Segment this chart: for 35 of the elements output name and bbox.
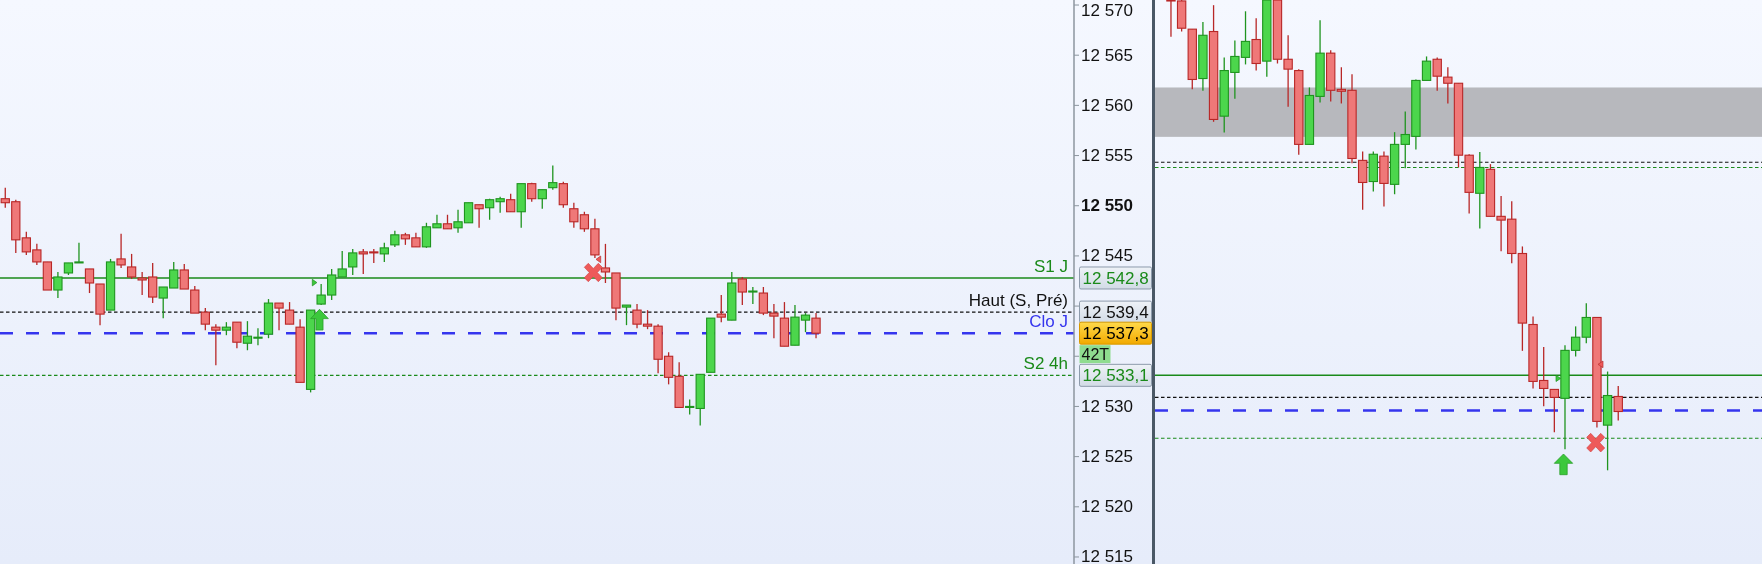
candlestick xyxy=(811,312,821,339)
candlestick xyxy=(1251,17,1261,72)
candlestick xyxy=(716,294,726,323)
candlestick xyxy=(1613,385,1623,422)
candlestick xyxy=(348,248,358,276)
ref-line-label: S1 J xyxy=(1033,256,1068,276)
candlestick xyxy=(1549,388,1560,433)
y-tick-label: 12 545 xyxy=(1081,246,1133,266)
candlestick xyxy=(558,180,568,209)
y-tick-label: 12 525 xyxy=(1081,447,1133,467)
candlestick xyxy=(284,301,295,325)
y-tick-label: 12 555 xyxy=(1081,146,1133,166)
candlestick xyxy=(748,286,758,305)
candlestick xyxy=(116,233,126,269)
ref-line-label: Haut (S, Pré) xyxy=(968,291,1068,311)
ref-line-label: Clo J xyxy=(1029,312,1068,332)
y-tick-label: 12 550 xyxy=(1081,196,1133,216)
y-tick-label: 12 520 xyxy=(1081,497,1133,517)
candlestick xyxy=(548,164,558,191)
candlestick xyxy=(537,189,547,210)
candlestick xyxy=(621,304,632,326)
candlestick xyxy=(737,276,747,306)
y-tick-label: 12 560 xyxy=(1081,95,1133,115)
candlestick xyxy=(506,193,516,213)
candlestick xyxy=(474,204,484,229)
y-tick-label: 12 565 xyxy=(1081,45,1133,65)
y-tick-label: 12 515 xyxy=(1081,547,1133,564)
y-tick-label: 12 530 xyxy=(1081,396,1133,416)
candlestick xyxy=(232,321,242,349)
candlestick xyxy=(379,242,389,263)
candlestick xyxy=(1357,150,1368,211)
candlestick xyxy=(211,323,221,366)
candlestick xyxy=(274,302,284,331)
y-tick-label: 12 570 xyxy=(1081,0,1133,20)
ref-line-label: S2 4h xyxy=(1023,354,1068,374)
